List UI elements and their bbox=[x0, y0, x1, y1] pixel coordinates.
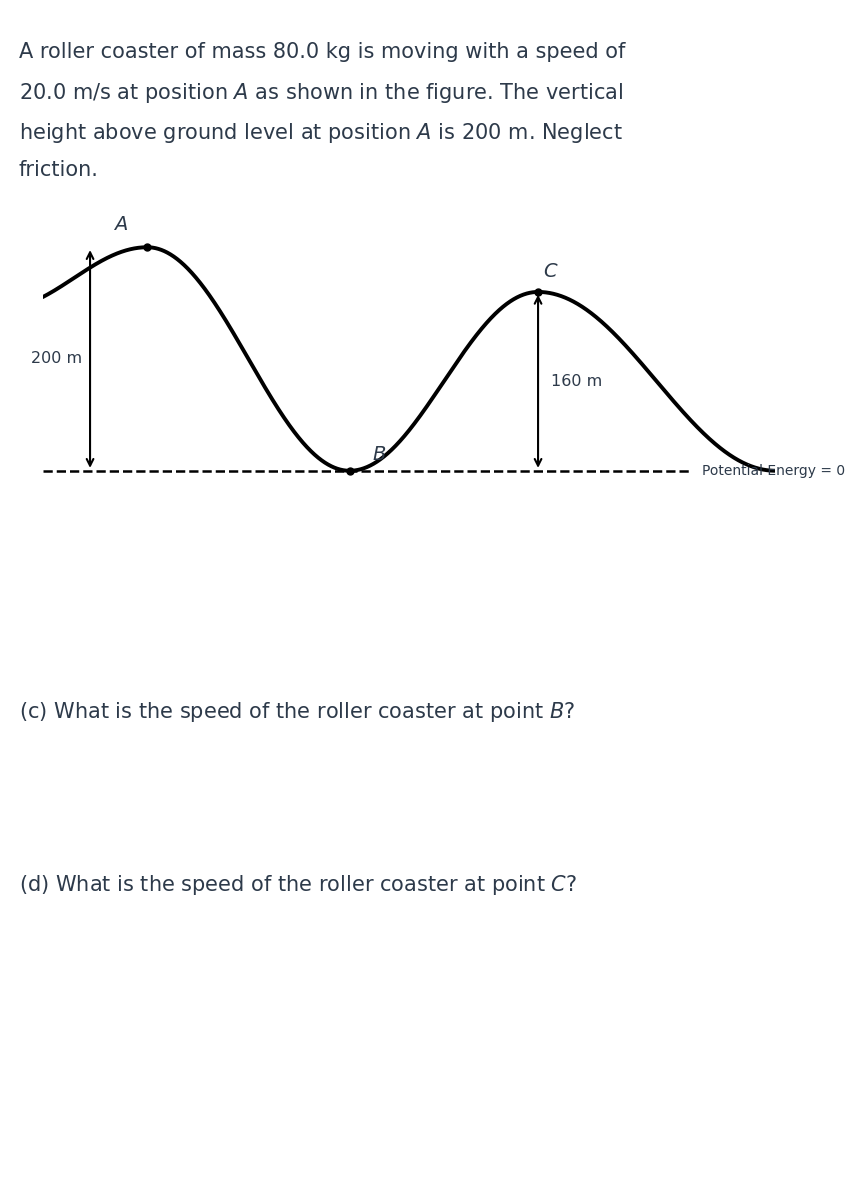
Text: Potential Energy = 0: Potential Energy = 0 bbox=[702, 464, 845, 477]
Text: 20.0 m/s at position $A$ as shown in the figure. The vertical: 20.0 m/s at position $A$ as shown in the… bbox=[19, 81, 623, 105]
Text: A roller coaster of mass 80.0 kg is moving with a speed of: A roller coaster of mass 80.0 kg is movi… bbox=[19, 42, 625, 62]
Text: C: C bbox=[544, 262, 557, 281]
Text: (d) What is the speed of the roller coaster at point $C$?: (d) What is the speed of the roller coas… bbox=[19, 873, 577, 897]
Text: 160 m: 160 m bbox=[550, 374, 602, 389]
Text: A: A bbox=[114, 215, 128, 234]
Text: height above ground level at position $A$ is 200 m. Neglect: height above ground level at position $A… bbox=[19, 121, 623, 145]
Text: (c) What is the speed of the roller coaster at point $B$?: (c) What is the speed of the roller coas… bbox=[19, 700, 575, 724]
Text: friction.: friction. bbox=[19, 160, 99, 181]
Text: B: B bbox=[372, 445, 385, 464]
Text: 200 m: 200 m bbox=[31, 352, 82, 366]
